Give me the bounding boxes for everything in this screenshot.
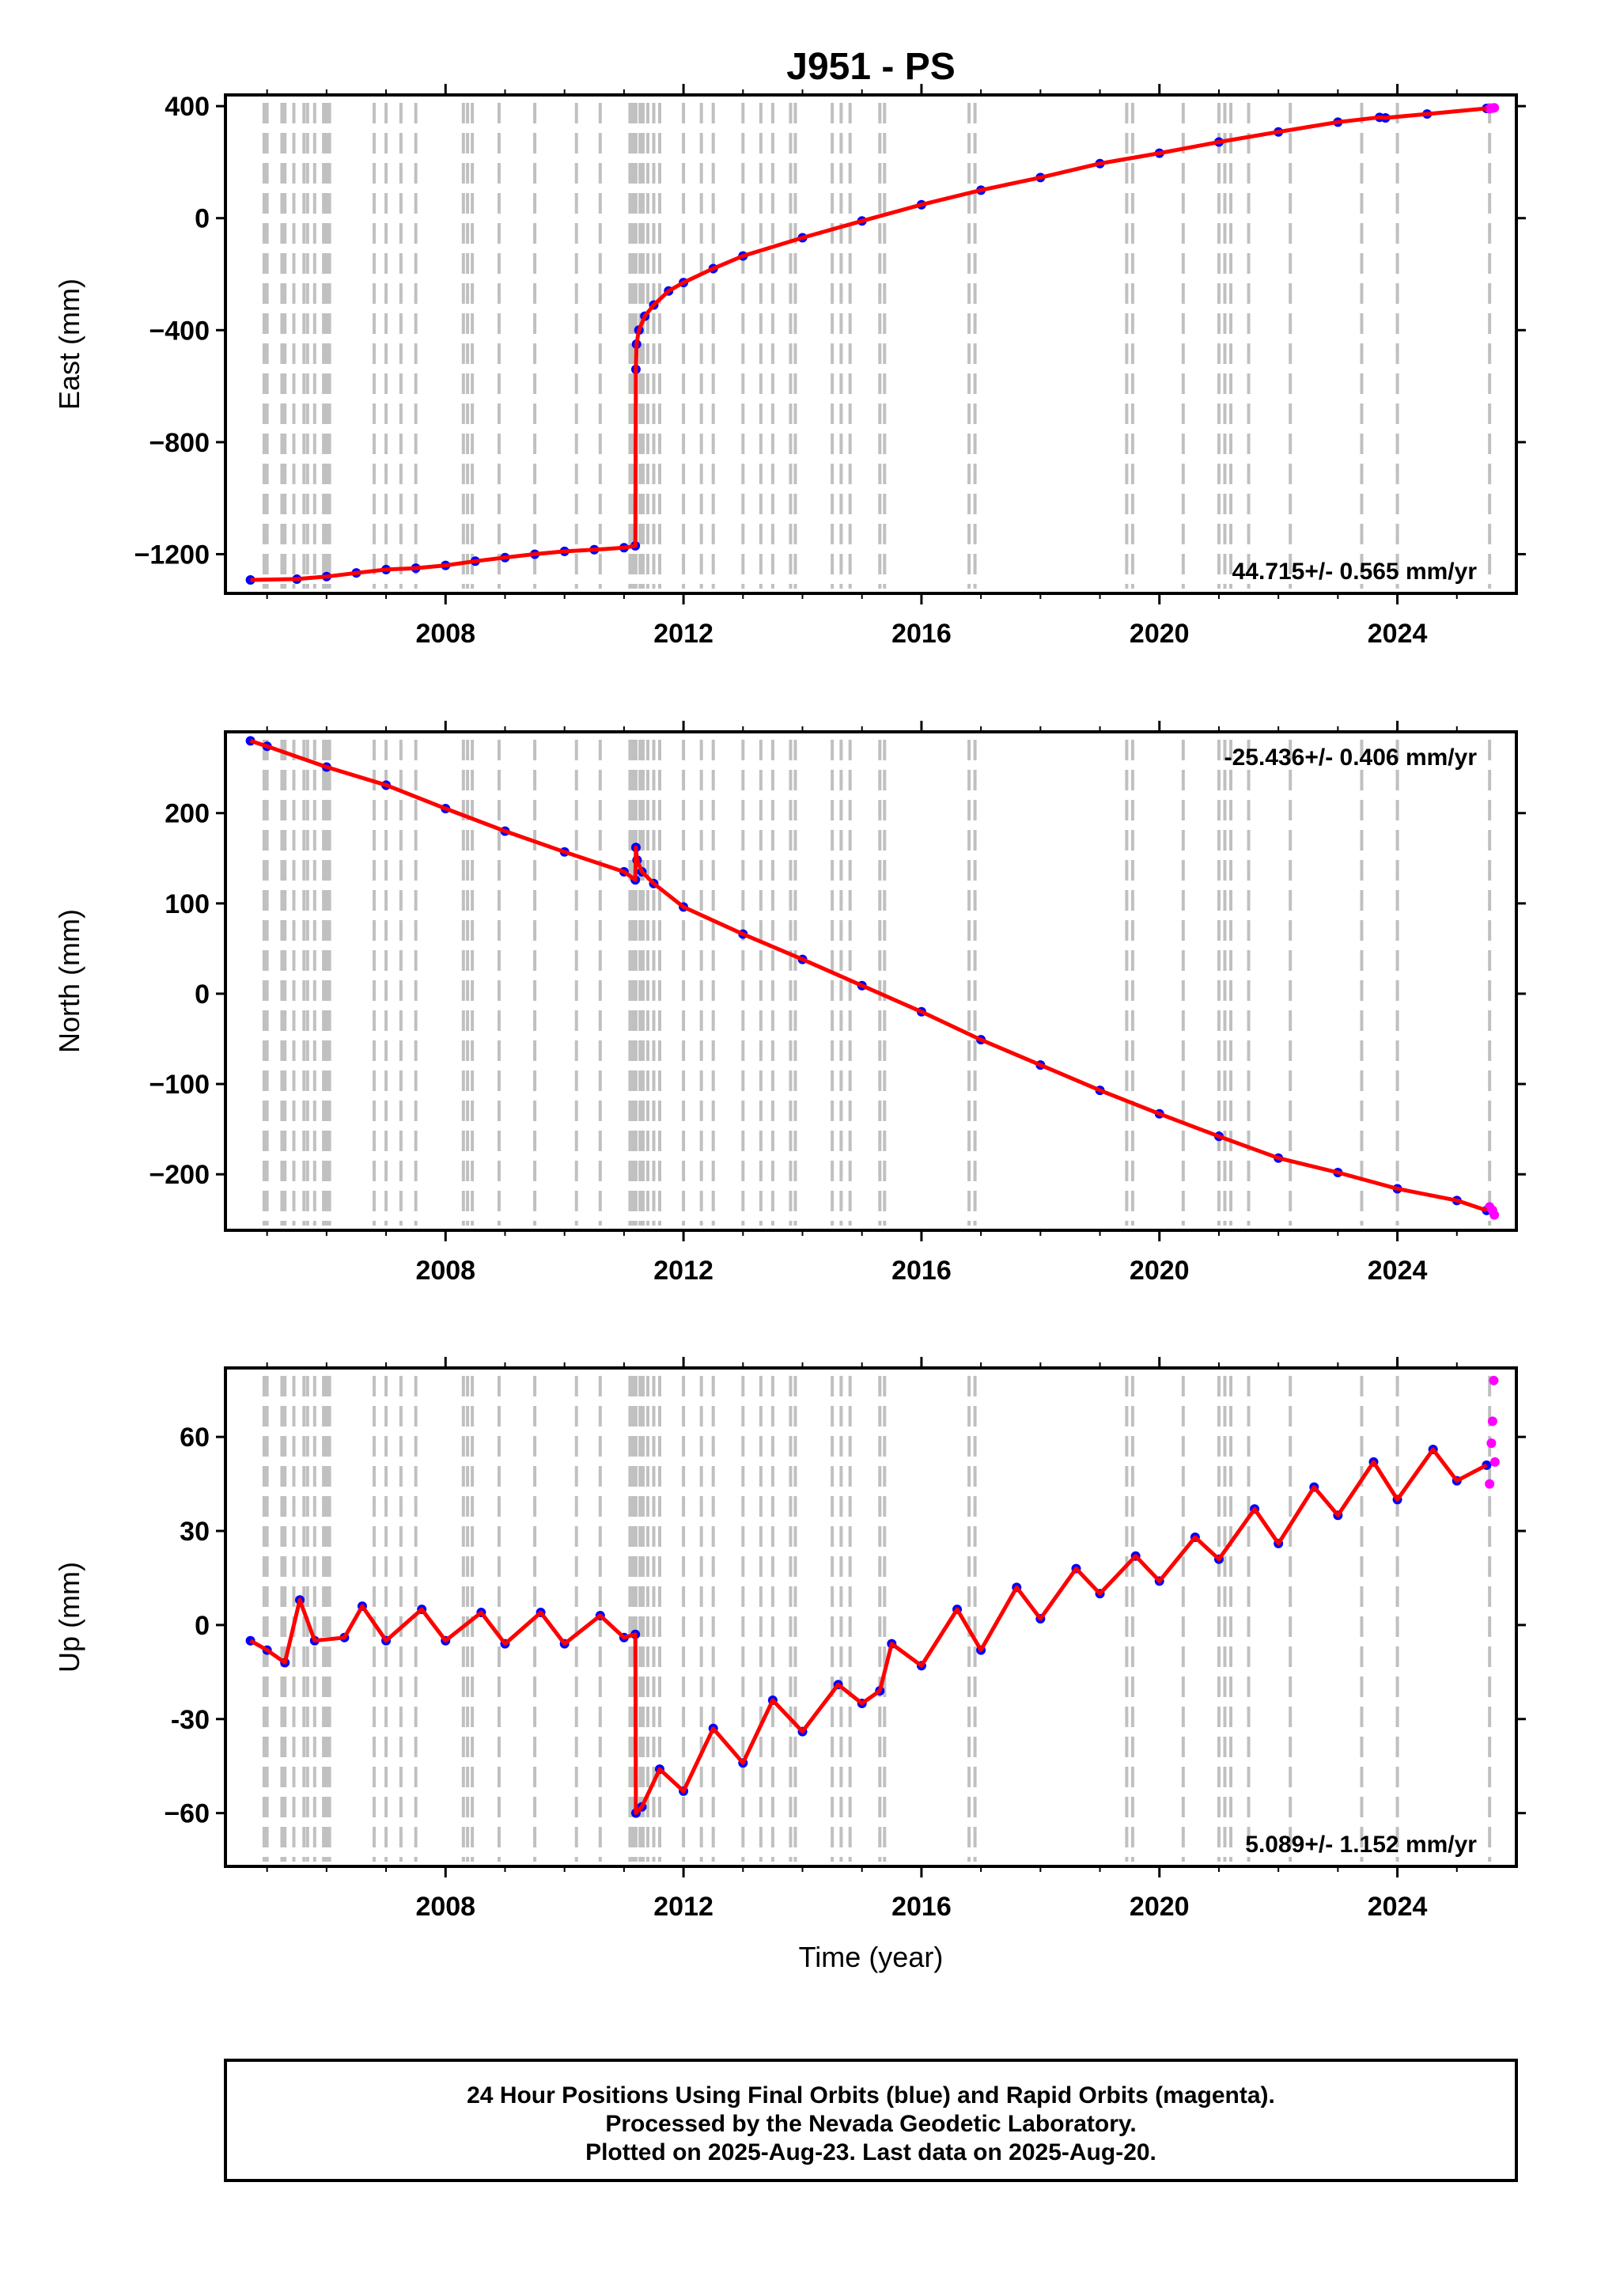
north-x-tick-label: 2016 bbox=[891, 1256, 952, 1286]
north-plot-frame bbox=[224, 730, 1518, 1232]
up-y-tick-label: 30 bbox=[180, 1517, 210, 1547]
up-plot-frame bbox=[224, 1366, 1518, 1868]
north-y-tick-label: 100 bbox=[165, 889, 210, 919]
up-y-tick-label: 0 bbox=[195, 1611, 210, 1641]
north-x-tick-label: 2020 bbox=[1130, 1256, 1190, 1286]
north-x-tick-label: 2024 bbox=[1368, 1256, 1428, 1286]
east-x-tick-label: 2012 bbox=[653, 619, 713, 649]
up-x-tick-label: 2016 bbox=[891, 1892, 952, 1922]
east-y-tick-label: 0 bbox=[195, 204, 210, 234]
north-x-tick-label: 2008 bbox=[415, 1256, 475, 1286]
north-y-tick-label: 0 bbox=[195, 979, 210, 1010]
up-rapid-point bbox=[1486, 1438, 1497, 1449]
up-x-tick-label: 2024 bbox=[1368, 1892, 1428, 1922]
east-final-point bbox=[245, 575, 255, 585]
east-x-tick-label: 2008 bbox=[415, 619, 475, 649]
up-x-tick-label: 2012 bbox=[653, 1892, 713, 1922]
up-y-tick-label: 60 bbox=[180, 1423, 210, 1453]
up-y-tick-label: -30 bbox=[171, 1705, 210, 1735]
east-model-line bbox=[250, 106, 1487, 582]
up-panel: −60 -30 0 30 60 2008 2012 2016 2020 2024 Up (mm) 5.… bbox=[53, 1357, 1526, 1922]
north-rapid-point bbox=[1489, 1210, 1500, 1220]
east-y-tick-label: −400 bbox=[149, 316, 210, 346]
up-rapid-point bbox=[1489, 1375, 1499, 1385]
up-x-tick-label: 2020 bbox=[1130, 1892, 1190, 1922]
footer-box bbox=[224, 2059, 1518, 2182]
up-model-line bbox=[249, 1447, 1488, 1816]
east-y-tick-label: 400 bbox=[165, 92, 210, 122]
up-y-tick-label: −60 bbox=[164, 1799, 210, 1829]
north-model-line bbox=[249, 739, 1488, 1213]
footer-line-3: Plotted on 2025-Aug-23. Last data on 202… bbox=[585, 2139, 1156, 2165]
east-rapid-point bbox=[1489, 103, 1500, 113]
east-x-tick-label: 2016 bbox=[891, 619, 952, 649]
north-panel: −200 −100 0 100 200 2008 2012 2016 2020 2024 North… bbox=[53, 721, 1526, 1286]
north-rate-label: -25.436+/- 0.406 mm/yr bbox=[1224, 744, 1478, 771]
east-x-tick-label: 2024 bbox=[1368, 619, 1428, 649]
north-x-tick-label: 2012 bbox=[653, 1256, 713, 1286]
x-axis-label: Time (year) bbox=[799, 1941, 944, 1973]
east-plot-frame bbox=[224, 93, 1518, 595]
east-y-tick-label: −800 bbox=[149, 428, 210, 458]
east-y-tick-label: −1200 bbox=[134, 540, 210, 570]
east-x-tick-label: 2020 bbox=[1130, 619, 1190, 649]
up-rate-label: 5.089+/- 1.152 mm/yr bbox=[1245, 1832, 1477, 1858]
footer-line-2: Processed by the Nevada Geodetic Laborat… bbox=[605, 2111, 1136, 2137]
up-rapid-point bbox=[1485, 1479, 1495, 1489]
up-x-tick-label: 2008 bbox=[415, 1892, 475, 1922]
north-y-tick-label: −100 bbox=[149, 1070, 210, 1100]
east-y-axis-label: East (mm) bbox=[53, 278, 85, 410]
east-panel: −1200 −800 −400 0 400 2008 2012 2016 2020 2024 Eas… bbox=[53, 84, 1526, 649]
footer-line-1: 24 Hour Positions Using Final Orbits (bl… bbox=[467, 2082, 1275, 2108]
north-y-axis-label: North (mm) bbox=[53, 909, 85, 1053]
up-y-axis-label: Up (mm) bbox=[53, 1562, 85, 1673]
up-rapid-point bbox=[1489, 1457, 1500, 1467]
north-y-tick-label: 200 bbox=[165, 799, 210, 829]
east-rate-label: 44.715+/- 0.565 mm/yr bbox=[1232, 559, 1478, 585]
chart-title: J951 - PS bbox=[786, 46, 955, 88]
up-rapid-point bbox=[1487, 1416, 1497, 1426]
north-y-tick-label: −200 bbox=[149, 1160, 210, 1190]
